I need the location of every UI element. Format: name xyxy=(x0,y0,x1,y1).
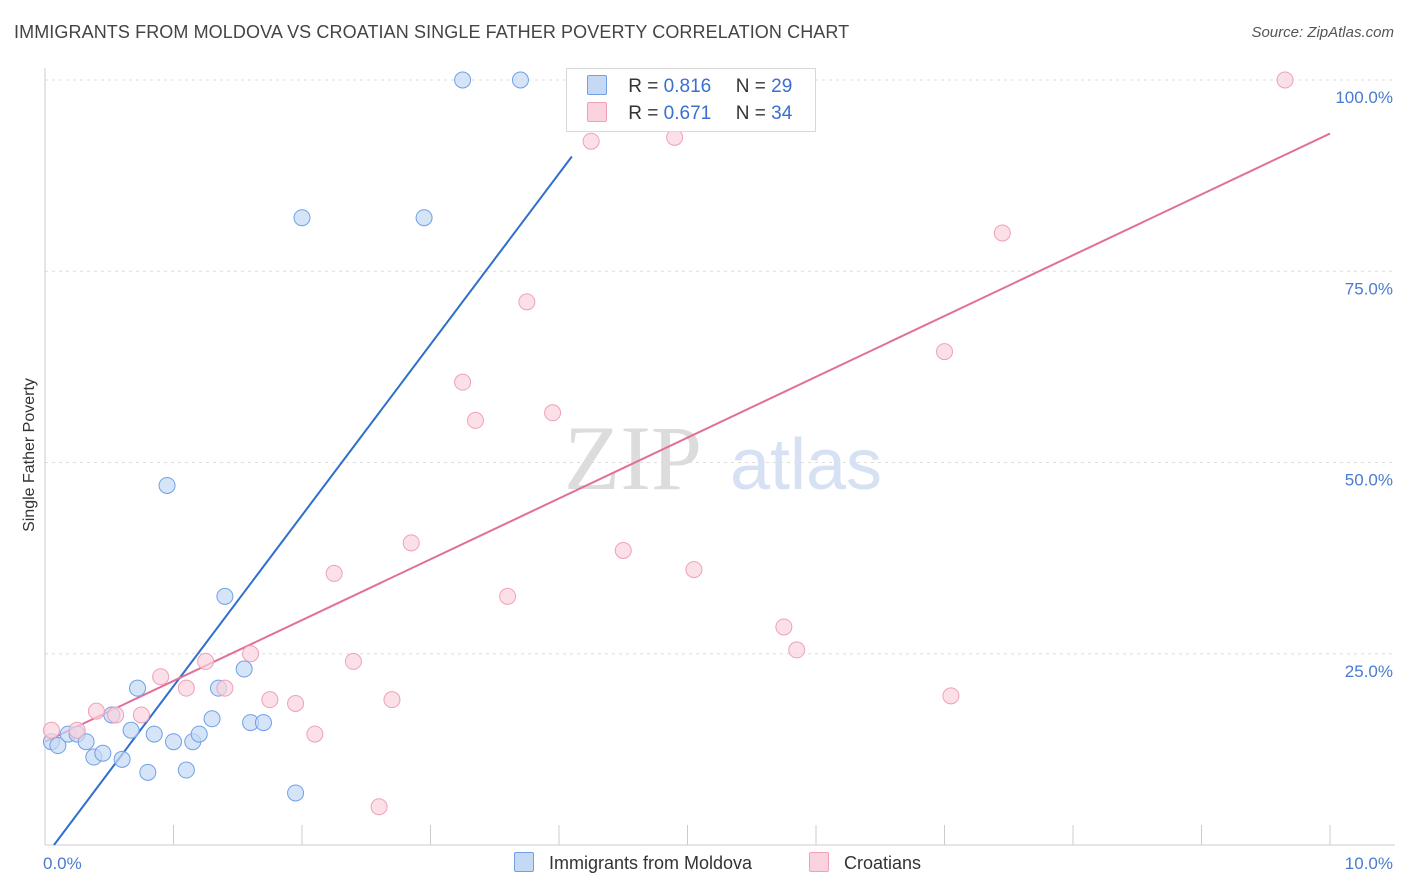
point-s0-6 xyxy=(94,744,112,762)
y-tick-label-0: 25.0% xyxy=(1345,662,1393,681)
moldova-n-value: 29 xyxy=(771,76,793,97)
point-s0-23 xyxy=(254,714,272,732)
x-tick-label-0: 0.0% xyxy=(43,854,82,873)
point-s0-12 xyxy=(145,725,163,743)
bottom-moldova-swatch xyxy=(514,852,534,872)
point-s1-26 xyxy=(685,561,703,579)
y-tick-label-3: 100.0% xyxy=(1335,88,1393,107)
grid-lines xyxy=(45,79,1395,655)
point-s0-27 xyxy=(454,71,472,89)
x-tick-label-1: 10.0% xyxy=(1345,854,1393,873)
point-s1-17 xyxy=(402,534,420,552)
croatians-r-value: 0.671 xyxy=(663,103,712,124)
watermark-zip: ZIP xyxy=(564,407,702,509)
point-s1-28 xyxy=(775,618,793,636)
chart-title: IMMIGRANTS FROM MOLDOVA VS CROATIAN SING… xyxy=(14,22,850,42)
point-s0-13 xyxy=(158,476,176,494)
point-s1-7 xyxy=(197,652,215,670)
legend-row-moldova: R = 0.816 N = 29 xyxy=(587,75,792,98)
point-s0-11 xyxy=(139,763,157,781)
point-s1-1 xyxy=(68,721,86,739)
point-s1-30 xyxy=(936,343,953,361)
point-s1-0 xyxy=(42,721,60,739)
point-s0-17 xyxy=(190,725,208,743)
point-s0-18 xyxy=(203,710,221,728)
point-s1-4 xyxy=(132,706,150,724)
bottom-moldova-label: Immigrants from Moldova xyxy=(549,853,753,873)
bottom-legend-croatians: Croatians xyxy=(809,852,921,874)
moldova-r-value: 0.816 xyxy=(663,76,712,97)
watermark-atlas: atlas xyxy=(730,425,882,505)
point-s0-8 xyxy=(113,750,131,768)
point-s0-10 xyxy=(129,679,147,697)
bottom-croatians-label: Croatians xyxy=(844,853,922,873)
croatians-n-value: 34 xyxy=(771,103,793,124)
point-s0-24 xyxy=(287,784,305,802)
point-s1-20 xyxy=(499,587,517,605)
tick-labels: Single Father Poverty 25.0% 50.0% 75.0% 100.… xyxy=(21,88,1393,873)
point-s1-8 xyxy=(216,679,234,697)
trendlines xyxy=(44,132,1331,846)
point-s1-24 xyxy=(614,541,632,559)
data-points xyxy=(42,71,1294,816)
point-s1-15 xyxy=(370,798,388,816)
point-s1-29 xyxy=(788,641,806,659)
point-s1-32 xyxy=(993,224,1011,242)
legend-row-croatians: R = 0.671 N = 34 xyxy=(587,102,792,125)
point-s0-15 xyxy=(177,761,195,779)
moldova-r-label: R = xyxy=(628,76,659,97)
point-s0-26 xyxy=(415,209,433,227)
y-axis-title: Single Father Poverty xyxy=(21,378,38,532)
moldova-n-label: N = xyxy=(735,76,766,97)
croatians-r-label: R = xyxy=(628,103,659,124)
point-s0-25 xyxy=(293,209,311,227)
y-tick-label-1: 50.0% xyxy=(1345,471,1393,490)
point-s1-13 xyxy=(325,564,343,582)
point-s1-2 xyxy=(87,702,105,720)
point-s1-12 xyxy=(306,725,324,743)
point-s1-16 xyxy=(383,691,401,709)
point-s1-9 xyxy=(242,645,260,663)
croatians-swatch xyxy=(587,102,607,122)
point-s0-1 xyxy=(49,737,67,755)
point-s1-22 xyxy=(544,404,562,422)
point-s1-33 xyxy=(1276,71,1294,89)
source-label: Source: ZipAtlas.com xyxy=(1251,24,1394,41)
point-s1-3 xyxy=(107,706,125,724)
point-s1-6 xyxy=(177,679,195,697)
point-s0-21 xyxy=(235,660,253,678)
point-s0-14 xyxy=(165,733,182,751)
point-s1-21 xyxy=(518,293,536,311)
moldova-swatch xyxy=(587,75,607,95)
point-s0-9 xyxy=(122,721,140,739)
point-s0-4 xyxy=(77,733,95,751)
point-s1-10 xyxy=(261,691,279,709)
point-s0-28 xyxy=(511,71,529,89)
point-s1-11 xyxy=(287,694,305,712)
bottom-croatians-swatch xyxy=(809,852,829,872)
trendline-1 xyxy=(44,132,1331,743)
croatians-n-label: N = xyxy=(735,103,766,124)
point-s1-18 xyxy=(454,373,472,391)
point-s1-14 xyxy=(344,652,362,670)
y-tick-label-2: 75.0% xyxy=(1345,279,1393,298)
trendline-0 xyxy=(53,155,573,846)
correlation-legend: R = 0.816 N = 29 R = 0.671 N = 34 xyxy=(566,68,816,132)
point-s1-19 xyxy=(466,411,484,429)
bottom-legend-moldova: Immigrants from Moldova xyxy=(514,852,752,874)
point-s1-23 xyxy=(582,132,600,150)
point-s0-20 xyxy=(216,587,234,605)
point-s1-5 xyxy=(152,668,170,686)
axes xyxy=(44,68,1395,846)
point-s1-31 xyxy=(942,687,960,705)
